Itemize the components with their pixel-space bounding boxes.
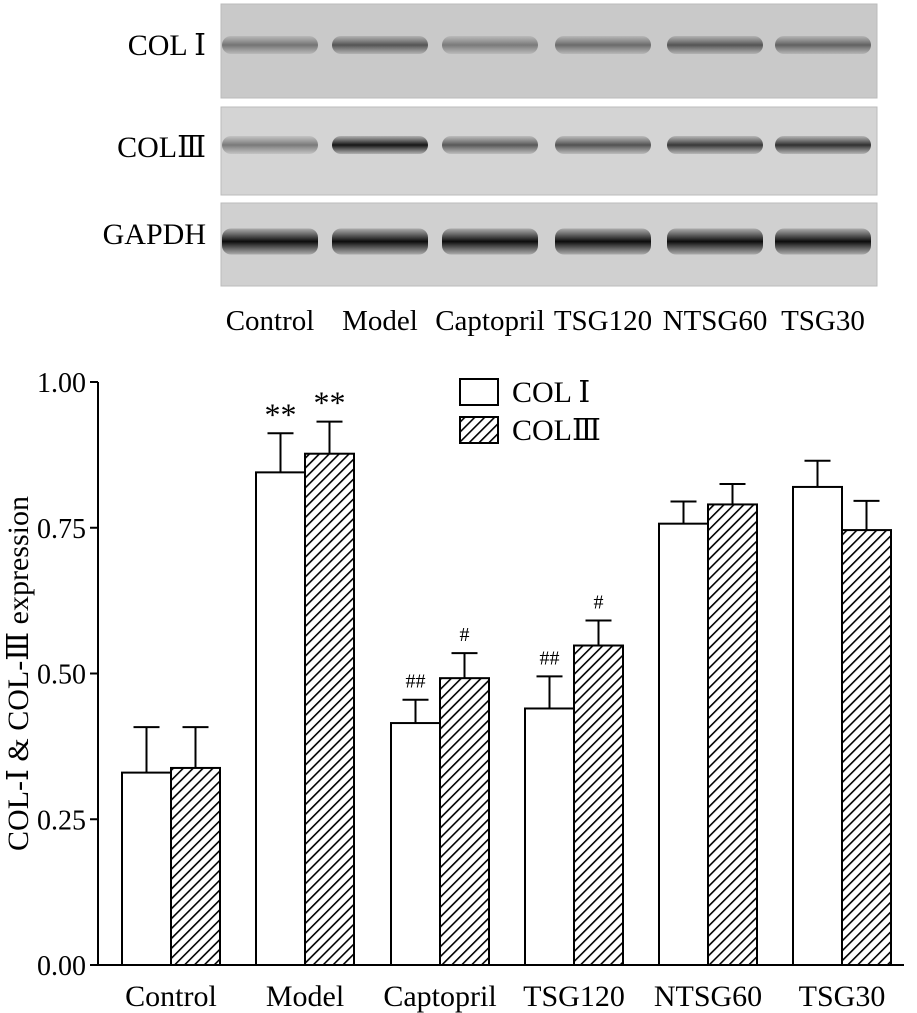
significance-marker: # [594,591,604,613]
blot-band [332,36,428,54]
blot-strip [220,106,878,196]
bar [304,452,355,966]
significance-marker: ** [265,396,297,432]
significance-marker: # [460,624,470,646]
blot-band [555,136,651,154]
bar [170,766,221,966]
legend-label: COL Ⅰ [512,376,590,409]
blot-lane-label: NTSG60 [663,305,768,337]
blot-lane-label: Model [342,305,418,337]
bar [573,644,624,966]
bar [524,707,575,966]
x-tick-label: NTSG60 [654,980,762,1013]
y-tick-label: 0.00 [37,951,86,982]
blot-band [667,136,763,154]
significance-marker: ## [540,647,560,669]
x-tick-label: TSG120 [523,980,625,1013]
y-tick-label: 0.25 [37,805,86,836]
x-tick-label: Captopril [383,980,496,1013]
blot-band [667,228,763,255]
legend-label: COLⅢ [512,414,601,447]
blot-lane-label: Control [226,305,315,337]
blot-row-label: GAPDH [103,218,206,251]
y-tick-label: 0.50 [37,660,86,691]
blot-band [332,228,428,255]
blot-strip [220,3,878,99]
blot-lane-label: TSG120 [554,305,652,337]
bar [121,771,172,966]
bar [707,503,758,966]
blot-band [667,36,763,54]
blot-band [442,136,538,154]
blot-band [442,36,538,54]
bar [841,529,892,966]
y-axis-label: COL-Ⅰ & COL-Ⅲ expression [2,496,35,851]
western-blot-panel: COL Ⅰ COLⅢ GAPDH Control Model Captopril TSG12… [103,3,878,337]
bar [390,722,441,966]
bar-chart: 0.00 0.25 0.50 0.75 1.00 COL-Ⅰ & COL-Ⅲ expres… [2,368,904,1013]
blot-row-label: COL Ⅰ [128,29,206,62]
blot-lane-label: TSG30 [781,305,865,337]
bar [255,471,306,966]
legend-swatch [459,378,499,406]
blot-band [222,228,318,255]
x-tick-label: Control [125,980,217,1013]
x-tick-label: TSG30 [799,980,886,1013]
bar [658,522,709,966]
blot-strip [220,202,878,287]
blot-band [442,228,538,255]
y-tick-label: 1.00 [37,368,86,399]
blot-band [222,36,318,54]
bar [439,677,490,966]
blot-band [332,136,428,154]
blot-band [555,228,651,255]
legend-swatch [459,416,499,444]
y-tick-label: 0.75 [37,514,86,545]
blot-band [775,36,871,54]
blot-band [555,36,651,54]
bar [792,485,843,966]
significance-marker: ## [406,671,426,693]
blot-band [222,136,318,154]
significance-marker: ** [314,385,346,421]
blot-lane-label: Captopril [435,305,545,337]
blot-band [775,228,871,255]
blot-row-label: COLⅢ [117,131,206,164]
x-tick-label: Model [266,980,344,1013]
blot-band [775,136,871,154]
